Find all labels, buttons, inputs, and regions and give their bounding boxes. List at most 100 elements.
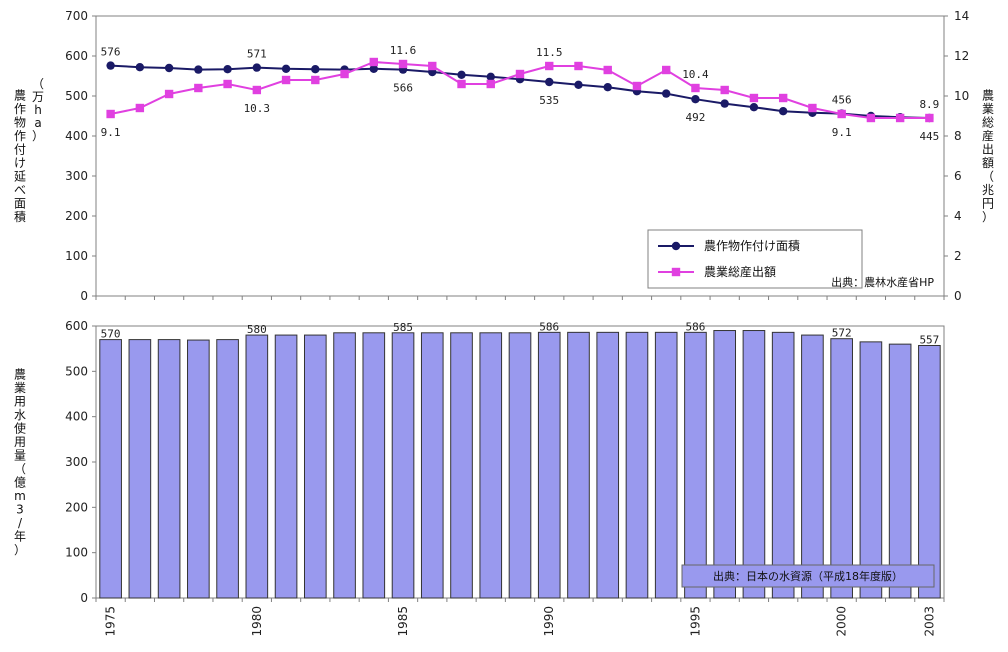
bar [801,334,824,599]
axis-title-char: 水 [14,408,26,422]
series-1-point [720,99,729,108]
bar-data-label: 585 [393,321,413,334]
bar [508,332,532,599]
data-label-series-1: 571 [247,48,267,61]
bar [157,339,181,599]
legend-label-2: 農業総産出額 [704,264,776,279]
series-1-point [691,95,700,104]
series-2-point [632,81,642,91]
axis-title-char: 積 [14,209,26,224]
bar [684,331,707,599]
axis-title-char: 産 [982,128,994,143]
series-2-point [106,109,115,119]
bar-data-label: 572 [832,327,852,340]
axis-title-char: け [14,156,26,170]
series-2-point [662,65,671,75]
series-1-point [223,65,232,74]
series-2-point [545,61,554,71]
axis-title-char: 兆 [982,183,994,197]
bar [859,341,883,599]
y-tick-left: 600 [65,49,88,63]
bar [742,330,766,599]
x-tick-label: 1980 [250,606,264,637]
axis-title-char: （ [32,77,44,91]
series-2-point [428,61,437,71]
bar [625,331,649,599]
bar [245,334,269,599]
data-label-series-1: 576 [101,46,121,59]
y-tick-bottom: 100 [65,546,88,560]
bottom-y-ticks: 0 100 200 300 400 500 600 [65,319,96,605]
series-2-point [866,113,876,123]
top-source-note: 出典：農林水産省HP [831,275,934,289]
series-2-point [252,85,262,95]
series-2-point [574,61,583,71]
y-tick-right: 8 [954,129,962,143]
bar [362,332,386,599]
series-2-point [925,113,934,123]
axis-title-char: 作 [14,129,26,143]
data-label-series-2: 11.6 [390,44,417,57]
y-tick-left: 400 [65,129,88,143]
series-2-point [486,79,495,89]
series-1-point [252,63,262,72]
series-1-point [545,77,554,87]
axis-title-char: 付 [14,142,26,156]
top-right-axis-title: 農業総産出額（兆円） [982,88,994,224]
axis-title-char: 量 [14,448,26,462]
x-tick-label: 1985 [396,606,410,637]
series-1-point [311,65,320,74]
axis-title-char: 作 [14,102,26,116]
axis-title-char: 出 [982,142,994,156]
axis-title-char: 万 [32,90,44,104]
series-1-point [369,64,378,74]
data-label-series-2: 9.1 [101,126,121,139]
x-tick-label: 2000 [835,606,849,637]
bottom-bar-chart: 0 100 200 300 400 500 600 570 580 585 586 586 572 55… [65,319,945,637]
bar-data-label: 586 [686,320,706,333]
legend-marker-2 [671,267,681,277]
series-1-point [778,107,788,116]
series-2-point [808,103,817,113]
series-1-point [486,72,495,82]
x-tick-label: 1975 [104,606,118,637]
y-tick-bottom: 0 [80,591,88,605]
bar [479,332,503,599]
axis-title-char: 農 [982,88,994,102]
y-tick-bottom: 500 [65,364,88,378]
bar [128,339,152,599]
bar [274,334,298,599]
series-2-point [749,93,759,103]
y-tick-right: 10 [954,89,969,103]
data-label-series-1: 535 [539,94,559,107]
data-label-series-1: 566 [393,82,413,95]
series-2-point [281,75,291,85]
axis-title-char: （ [982,169,994,183]
axis-title-char: 延 [14,169,26,183]
y-tick-left: 100 [65,249,88,263]
axis-title-char: 農 [14,367,26,381]
y-tick-right: 14 [954,9,969,23]
series-1-point [749,103,759,112]
y-tick-bottom: 200 [65,500,88,514]
bar [713,330,737,599]
y-tick-bottom: 600 [65,319,88,333]
axis-title-char: 農 [14,88,26,102]
data-label-series-1: 492 [686,111,706,124]
bar-data-label: 557 [919,333,939,346]
series-2-point [340,69,349,79]
series-2-point [311,75,320,85]
x-axis-year-labels: 1975 1980 1985 1990 1995 2000 2003 [95,598,945,637]
data-label-series-2: 10.4 [682,68,709,81]
series-2-point [164,89,174,99]
bar [654,331,678,599]
series-2-point [895,113,905,123]
bar [216,339,239,599]
series-1-point [194,65,203,74]
axis-title-char: 億 [14,475,26,489]
axis-title-char: 使 [14,420,26,435]
